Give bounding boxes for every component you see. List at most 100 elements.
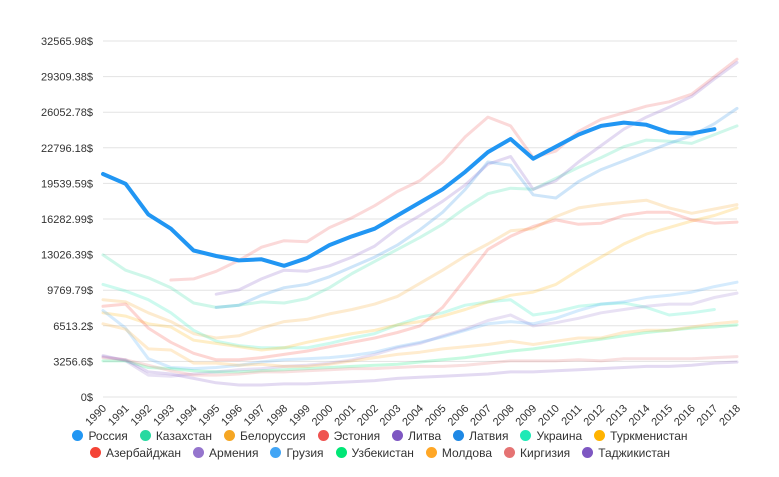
x-tick-label: 2017 xyxy=(695,403,721,428)
series-line xyxy=(101,291,739,378)
legend-item[interactable]: Азербайджан xyxy=(90,445,181,460)
y-tick-label: 16282.99$ xyxy=(41,214,93,226)
legend-marker xyxy=(594,430,606,441)
legend-marker xyxy=(139,430,151,441)
y-tick-label: 6513.2$ xyxy=(53,321,93,333)
legend-item[interactable]: Эстония xyxy=(317,428,381,443)
series-line xyxy=(101,355,739,387)
legend-label: Туркменистан xyxy=(610,428,688,443)
y-tick-label: 0$ xyxy=(81,392,93,404)
legend-label: Грузия xyxy=(286,445,324,460)
x-tick-label: 1998 xyxy=(264,403,290,428)
chart: 0$ 3256.6$ 6513.2$ 9769.79$ 13026.39$ 16282.9… xyxy=(41,36,743,428)
legend-marker xyxy=(270,447,282,458)
legend-item[interactable]: Грузия xyxy=(270,445,324,460)
legend-item[interactable]: Латвия xyxy=(453,428,508,443)
x-tick-label: 2011 xyxy=(559,403,584,428)
legend-label: Молдова xyxy=(441,445,493,460)
x-tick-label: 1999 xyxy=(287,403,313,428)
y-tick-label: 32565.98$ xyxy=(41,36,93,48)
legend-item[interactable]: Россия xyxy=(72,428,128,443)
legend-marker xyxy=(335,447,347,458)
x-tick-label: 2014 xyxy=(627,403,653,428)
legend-item[interactable]: Белоруссия xyxy=(224,428,306,443)
x-tick-label: 2012 xyxy=(581,403,607,428)
x-tick-label: 2006 xyxy=(446,403,472,428)
series-line xyxy=(101,355,739,377)
x-tick-label: 2001 xyxy=(332,403,358,428)
y-tick-label: 13026.39$ xyxy=(41,250,93,262)
x-tick-label: 2007 xyxy=(468,403,494,428)
x-tick-label: 1990 xyxy=(83,403,109,428)
x-tick-label: 2013 xyxy=(604,403,630,428)
series-line xyxy=(101,198,739,340)
legend-item[interactable]: Литва xyxy=(392,428,441,443)
legend-label: Таджикистан xyxy=(598,445,670,460)
x-tick-label: 2003 xyxy=(378,403,404,428)
x-tick-label: 2009 xyxy=(514,403,540,428)
x-tick-label: 2010 xyxy=(536,403,562,428)
legend-marker xyxy=(504,447,516,458)
series-line xyxy=(101,280,739,371)
legend-item[interactable]: Казахстан xyxy=(139,428,213,443)
x-tick-label: 1996 xyxy=(219,403,245,428)
legend-label: Узбекистан xyxy=(351,445,414,460)
series-line xyxy=(101,210,739,362)
legend-label: Азербайджан xyxy=(106,445,182,460)
legend-marker xyxy=(392,430,404,441)
x-tick-label: 2005 xyxy=(423,403,449,428)
legend-item[interactable]: Армения xyxy=(193,445,258,460)
x-tick-label: 1991 xyxy=(106,403,132,428)
x-tick-label: 2004 xyxy=(400,403,426,428)
legend-marker xyxy=(224,430,236,441)
legend-item[interactable]: Туркменистан xyxy=(594,428,688,443)
y-tick-label: 29309.38$ xyxy=(41,72,93,84)
legend-item[interactable]: Украина xyxy=(520,428,582,443)
legend-marker xyxy=(520,430,532,441)
x-tick-label: 2008 xyxy=(491,403,517,428)
legend-label: Литва xyxy=(408,428,442,443)
y-tick-label: 3256.6$ xyxy=(53,356,93,368)
series-line xyxy=(101,320,739,368)
legend-marker xyxy=(72,430,84,441)
legend-item[interactable]: Таджикистан xyxy=(582,445,670,460)
x-tick-label: 2015 xyxy=(649,403,675,428)
x-tick-label: 1997 xyxy=(242,403,268,428)
legend-marker xyxy=(425,447,437,458)
legend: Россия Казахстан Белоруссия Эстония Литва Лат… xyxy=(30,428,730,460)
series-line xyxy=(214,106,739,309)
legend-label: Киргизия xyxy=(520,445,571,460)
y-tick-label: 19539.59$ xyxy=(41,178,93,190)
legend-item[interactable]: Узбекистан xyxy=(335,445,414,460)
series-line xyxy=(169,57,739,282)
legend-label: Россия xyxy=(88,428,128,443)
legend-item[interactable]: Молдова xyxy=(425,445,493,460)
legend-label: Латвия xyxy=(469,428,509,443)
legend-item[interactable]: Киргизия xyxy=(504,445,570,460)
y-tick-label: 9769.79$ xyxy=(47,285,93,297)
series-line xyxy=(214,61,739,296)
legend-marker xyxy=(317,430,329,441)
legend-label: Белоруссия xyxy=(240,428,306,443)
x-tick-label: 1992 xyxy=(129,403,155,428)
x-tick-label: 1994 xyxy=(174,403,200,428)
series-line xyxy=(101,323,739,374)
legend-marker xyxy=(193,447,205,458)
x-tick-label: 1995 xyxy=(197,403,223,428)
legend-marker xyxy=(453,430,465,441)
legend-label: Эстония xyxy=(333,428,381,443)
series-line xyxy=(101,206,739,352)
legend-marker xyxy=(582,447,594,458)
legend-label: Украина xyxy=(536,428,583,443)
x-tick-label: 2016 xyxy=(672,403,698,428)
x-tick-label: 1993 xyxy=(151,403,177,428)
y-tick-label: 26052.78$ xyxy=(41,107,93,119)
x-tick-label: 2018 xyxy=(717,403,743,428)
series-line xyxy=(101,282,716,350)
legend-label: Армения xyxy=(209,445,259,460)
x-tick-label: 2000 xyxy=(310,403,336,428)
legend-marker xyxy=(90,447,101,458)
legend-label: Казахстан xyxy=(155,428,213,443)
y-tick-label: 22796.18$ xyxy=(41,143,93,155)
